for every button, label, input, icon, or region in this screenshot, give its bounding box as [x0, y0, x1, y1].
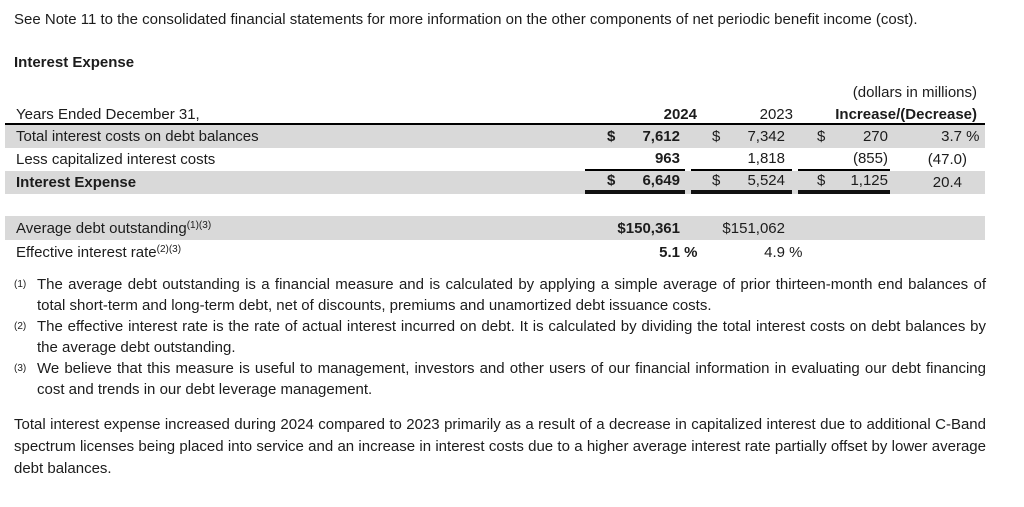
interest-expense-table: (dollars in millions) Years Ended Decemb…	[5, 83, 985, 264]
value-2024: $150,361	[617, 219, 680, 237]
cell-2024: 963	[585, 148, 685, 171]
table-row-total-interest-costs: Total interest costs on debt balances $ …	[5, 125, 985, 148]
cell-2023: $ 7,342	[691, 125, 792, 148]
cell-2023: $151,062	[691, 216, 792, 240]
cell-2023: $ 5,524	[691, 171, 792, 194]
value-percent: 3.7	[941, 128, 962, 145]
cell-increase-decrease: $ 270	[798, 125, 890, 148]
dollar-sign: $	[712, 128, 721, 145]
column-header-increase-decrease: Increase/(Decrease)	[835, 106, 977, 123]
table-spacer	[5, 194, 985, 216]
row-label-cell: Average debt outstanding(1)(3)	[5, 216, 585, 240]
value-2024: 963	[654, 150, 680, 167]
table-row-effective-interest-rate: Effective interest rate(2)(3) 5.1 % 4.9 …	[5, 240, 985, 264]
row-label-cell: Total interest costs on debt balances	[5, 125, 585, 148]
footnote-marker: (1)	[14, 279, 27, 290]
dollar-sign: $	[607, 128, 616, 145]
table-row-average-debt-outstanding: Average debt outstanding(1)(3) $150,361 …	[5, 216, 985, 240]
value-2024: 6,649	[642, 172, 680, 189]
footnote-text: The effective interest rate is the rate …	[37, 318, 986, 356]
value-2023: 1,818	[747, 150, 785, 167]
value-2023: 5,524	[747, 172, 785, 189]
dollar-sign: $	[817, 172, 826, 189]
dollar-sign: $	[817, 128, 826, 145]
section-heading: Interest Expense	[14, 54, 135, 71]
dollar-sign: $	[607, 172, 616, 189]
row-label: Average debt outstanding	[16, 219, 187, 237]
value-2023: $151,062	[722, 219, 785, 237]
value-percent: (47.0	[927, 151, 962, 168]
cell-2024: $ 6,649	[585, 171, 685, 194]
table-header-label: Years Ended December 31,	[16, 106, 200, 123]
row-label: Less capitalized interest costs	[16, 151, 216, 168]
row-label-cell: Effective interest rate(2)(3)	[5, 240, 585, 264]
footnote-1: (1) The average debt outstanding is a fi…	[14, 274, 986, 316]
cell-increase-decrease: (855)	[798, 148, 890, 171]
footnote-reference: (1)(3)	[186, 219, 212, 231]
footnote-marker: (2)	[14, 321, 27, 332]
cell-percent-change: 20.4	[890, 171, 985, 194]
value-change: 270	[862, 128, 888, 145]
value-2023: 7,342	[747, 128, 785, 145]
row-label-cell: Less capitalized interest costs	[5, 148, 585, 171]
cell-2024: $ 7,612	[585, 125, 685, 148]
dollar-sign: $	[712, 172, 721, 189]
value-percent: 20.4	[932, 174, 962, 191]
closing-paragraph: Total interest expense increased during …	[14, 416, 986, 477]
row-label: Total interest costs on debt balances	[16, 128, 259, 145]
value-change: 1,125	[850, 172, 888, 189]
cell-percent-change: (47.0)	[927, 151, 967, 168]
cell-empty	[890, 216, 985, 240]
value-change: (855)	[852, 150, 888, 167]
footnote-text: The average debt outstanding is a financ…	[37, 276, 986, 314]
row-label-cell: Interest Expense	[5, 171, 585, 194]
column-header-2023: 2023	[759, 106, 793, 123]
footnote-reference: (2)(3)	[156, 243, 182, 255]
column-header-2024: 2024	[663, 106, 697, 123]
footnote-text: We believe that this measure is useful t…	[37, 360, 986, 398]
cell-empty	[890, 240, 985, 264]
value-2024: 5.1	[659, 243, 680, 261]
footnote-2: (2) The effective interest rate is the r…	[14, 316, 986, 358]
footnote-marker: (3)	[14, 363, 27, 374]
cell-2023: 4.9 %	[764, 243, 803, 261]
value-2023: 4.9	[764, 243, 785, 261]
cell-2024: 5.1 %	[659, 243, 698, 261]
units-note: (dollars in millions)	[852, 84, 977, 101]
row-label: Effective interest rate	[16, 243, 157, 261]
cell-percent-change: 3.7 %	[941, 128, 980, 145]
value-2024: 7,612	[642, 128, 680, 145]
table-row-interest-expense-total: Interest Expense $ 6,649 $ 5,524 $ 1,125…	[5, 171, 985, 194]
cell-2023: 1,818	[691, 148, 792, 171]
cell-empty	[798, 240, 890, 264]
footnote-3: (3) We believe that this measure is usef…	[14, 358, 986, 400]
intro-paragraph: See Note 11 to the consolidated financia…	[14, 11, 918, 28]
table-row-less-capitalized-interest: Less capitalized interest costs 963 1,81…	[5, 148, 985, 171]
table-header-row: Years Ended December 31, 2024 2023 Incre…	[5, 103, 985, 125]
cell-increase-decrease: $ 1,125	[798, 171, 890, 194]
row-label: Interest Expense	[16, 174, 137, 191]
cell-empty	[798, 216, 890, 240]
cell-2024: $150,361	[585, 216, 685, 240]
footnotes-section: (1) The average debt outstanding is a fi…	[0, 274, 1024, 400]
